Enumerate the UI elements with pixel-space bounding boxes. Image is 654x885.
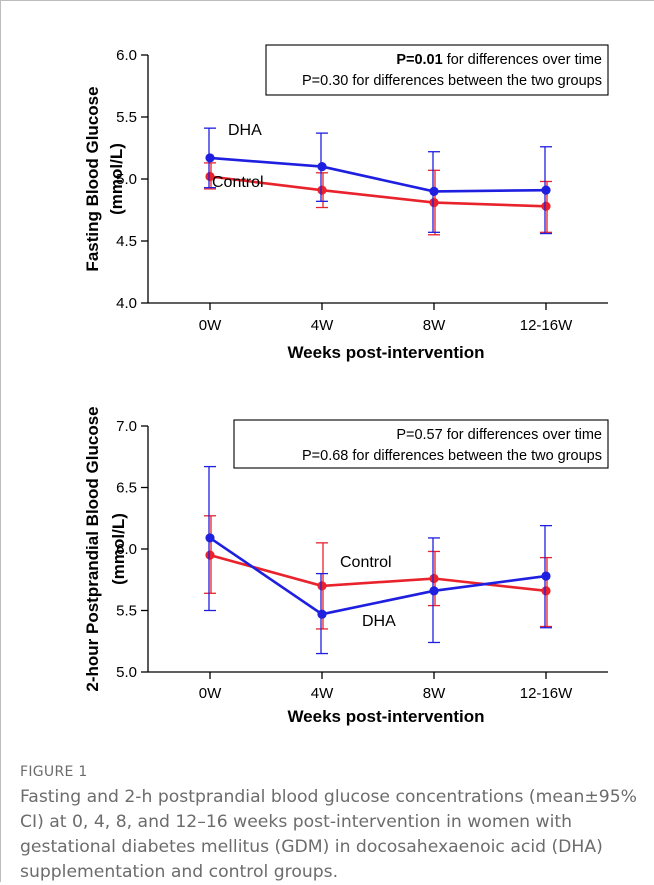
y-axis-unit: (mmol/L) xyxy=(109,513,128,585)
data-point-control xyxy=(541,586,551,596)
y-tick-label: 4.0 xyxy=(116,295,137,312)
y-tick-label: 5.5 xyxy=(116,109,137,126)
series-label-control: Control xyxy=(212,174,264,191)
figure-caption: Fasting and 2-h postprandial blood gluco… xyxy=(20,787,637,882)
series-label-dha: DHA xyxy=(362,613,396,630)
series-line-control xyxy=(209,175,547,208)
data-point-control xyxy=(317,581,327,591)
data-point-dha xyxy=(429,186,439,196)
data-point-control xyxy=(429,197,439,208)
p-value-box xyxy=(233,419,609,469)
data-point-dha xyxy=(541,185,551,195)
y-tick-label: 4.5 xyxy=(116,233,137,250)
p-value-groups: P=0.30 for differences between the two g… xyxy=(302,73,602,89)
data-point-dha xyxy=(205,533,215,543)
y-tick-label: 6.0 xyxy=(116,47,137,64)
data-point-control xyxy=(429,573,439,584)
y-axis-title: Fasting Blood Glucose xyxy=(83,86,102,271)
x-axis-title: Weeks post-intervention xyxy=(287,707,484,726)
x-tick-label: 12-16W xyxy=(520,685,573,702)
p-value-time: P=0.01 for differences over time xyxy=(396,52,602,68)
x-tick-label: 0W xyxy=(199,317,222,334)
figure-frame-top xyxy=(0,0,654,1)
y-tick-label: 7.0 xyxy=(116,418,137,435)
series-label-dha: DHA xyxy=(228,122,262,139)
y-tick-label: 5.0 xyxy=(116,171,137,188)
series-line-dha xyxy=(209,536,547,616)
y-tick-label: 6.5 xyxy=(116,480,137,497)
data-point-control xyxy=(205,550,215,560)
y-tick-label: 5.0 xyxy=(116,664,137,681)
y-axis-unit: (mmol/L) xyxy=(107,143,126,215)
figure-label: FIGURE 1 xyxy=(20,764,88,780)
p-value-groups: P=0.68 for differences between the two g… xyxy=(302,448,602,464)
x-tick-label: 0W xyxy=(199,685,222,702)
y-tick-label: 5.5 xyxy=(116,603,137,620)
series-line-dha xyxy=(209,156,547,193)
y-tick-label: 6.0 xyxy=(116,541,137,558)
y-axis-title: 2-hour Postprandial Blood Glucose xyxy=(83,406,102,691)
p-value-box xyxy=(265,44,609,96)
data-point-control xyxy=(541,201,551,211)
data-point-dha xyxy=(205,153,215,163)
data-point-dha xyxy=(429,586,439,596)
data-point-control xyxy=(205,171,215,182)
data-point-dha xyxy=(541,571,551,581)
x-tick-label: 8W xyxy=(423,685,446,702)
data-point-dha xyxy=(317,162,327,172)
fasting-glucose-chart: 4.0 4.5 5.0 5.5 6.0 0W 4W 8W 12-16W Weeks post-in… xyxy=(83,44,609,362)
x-tick-label: 8W xyxy=(423,317,446,334)
postprandial-glucose-chart: 5.0 5.5 6.0 6.5 7.0 0W 4W 8W 12-16W Weeks post-in… xyxy=(83,406,609,726)
x-axis-title: Weeks post-intervention xyxy=(287,343,484,362)
series-label-control: Control xyxy=(340,554,392,571)
figure-frame-left xyxy=(0,0,1,882)
p-value-time: P=0.57 for differences over time xyxy=(396,427,602,443)
x-tick-label: 4W xyxy=(311,685,334,702)
x-tick-label: 4W xyxy=(311,317,334,334)
data-point-control xyxy=(317,185,327,195)
x-tick-label: 12-16W xyxy=(520,317,573,334)
data-point-dha xyxy=(317,609,327,619)
